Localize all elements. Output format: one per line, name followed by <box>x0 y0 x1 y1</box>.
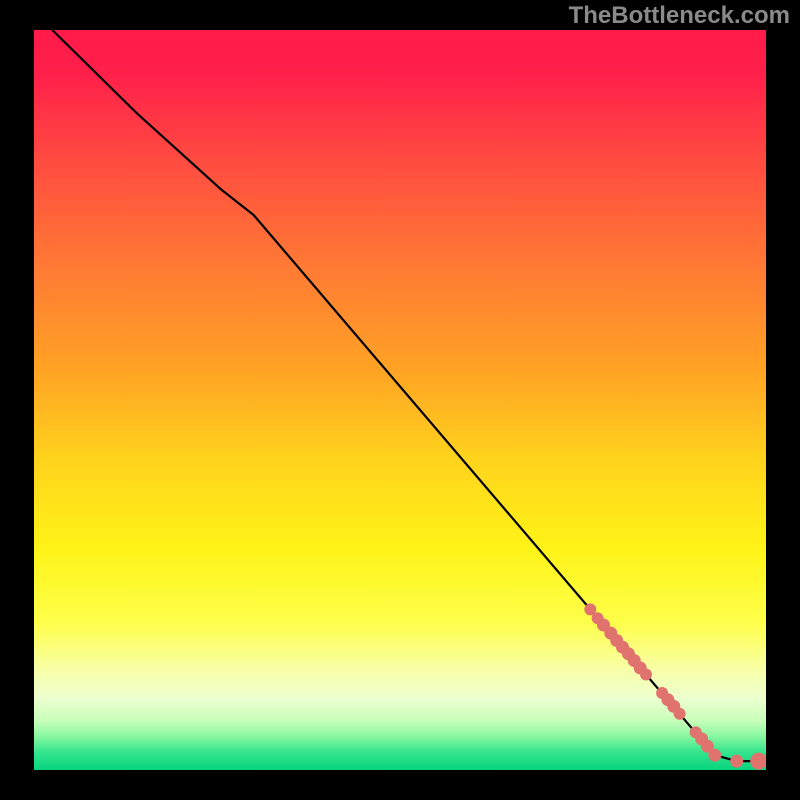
chart-marker <box>641 669 652 680</box>
chart-line <box>52 30 755 761</box>
chart-marker <box>674 708 685 719</box>
chart-marker <box>731 755 743 767</box>
chart-marker <box>751 753 766 769</box>
credit-label: TheBottleneck.com <box>569 2 790 30</box>
chart-svg <box>34 30 766 770</box>
plot-area <box>34 30 766 770</box>
chart-marker <box>585 604 596 615</box>
chart-marker <box>709 749 721 761</box>
chart-markers <box>585 604 766 769</box>
